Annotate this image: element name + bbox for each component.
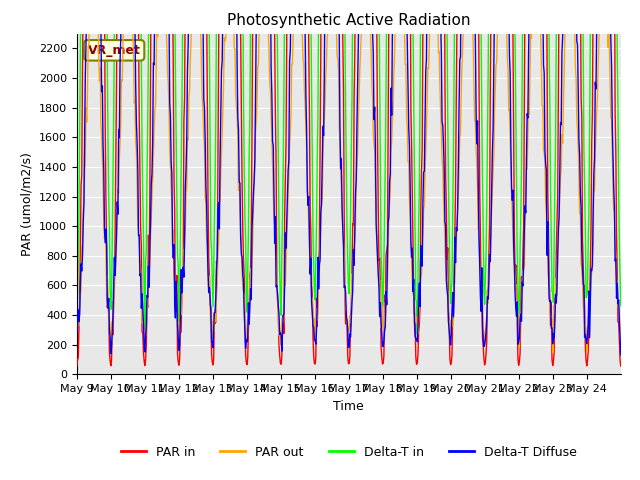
Y-axis label: PAR (umol/m2/s): PAR (umol/m2/s)	[20, 152, 33, 256]
Title: Photosynthetic Active Radiation: Photosynthetic Active Radiation	[227, 13, 470, 28]
Legend: PAR in, PAR out, Delta-T in, Delta-T Diffuse: PAR in, PAR out, Delta-T in, Delta-T Dif…	[116, 441, 582, 464]
Text: VR_met: VR_met	[88, 44, 141, 57]
X-axis label: Time: Time	[333, 400, 364, 413]
